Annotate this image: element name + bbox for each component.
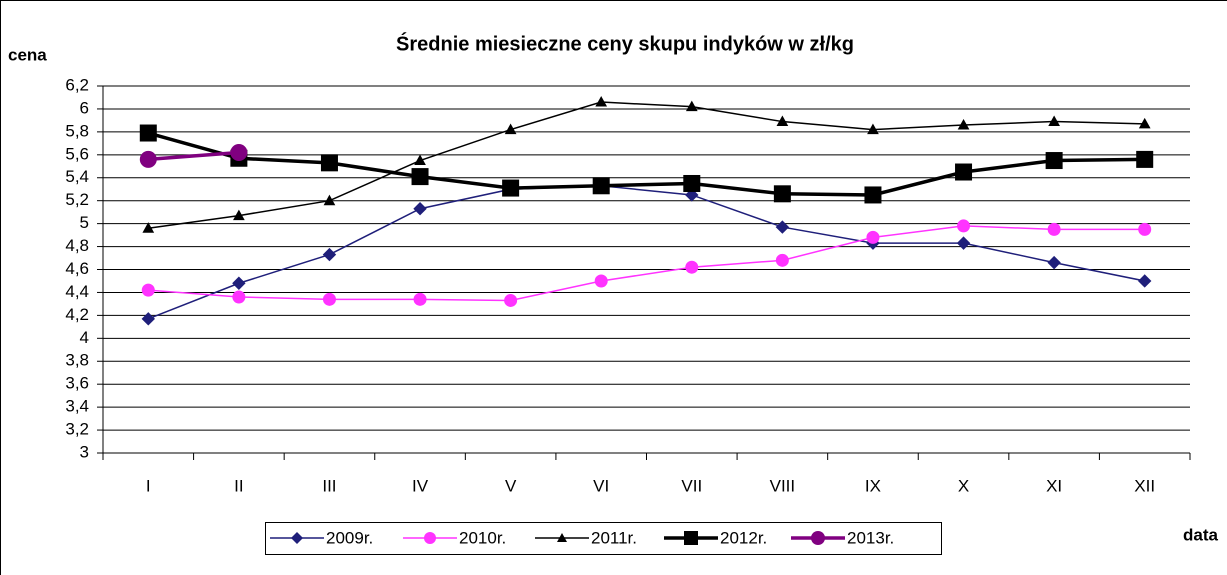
y-tick-label: 3,6 <box>65 374 89 393</box>
x-tick-label: VIII <box>770 476 796 495</box>
legend-label: 2013r. <box>847 528 894 547</box>
y-tick-label: 3 <box>80 442 89 461</box>
marker <box>685 100 698 112</box>
marker <box>142 222 155 233</box>
marker <box>413 202 427 216</box>
marker <box>1047 222 1061 236</box>
marker <box>1045 152 1063 170</box>
legend-label: 2012r. <box>720 528 767 547</box>
y-tick-label: 5 <box>80 213 89 232</box>
marker <box>592 177 610 195</box>
marker <box>956 236 971 250</box>
series-line <box>147 131 1145 197</box>
series-line <box>148 185 1145 320</box>
x-tick-label: VII <box>681 476 702 495</box>
marker <box>139 150 157 168</box>
marker <box>685 260 699 274</box>
x-tick-label: X <box>958 476 969 495</box>
marker <box>957 219 971 233</box>
marker <box>414 154 426 166</box>
marker <box>1138 274 1152 288</box>
marker <box>866 230 880 244</box>
x-tick-label: V <box>505 476 517 495</box>
y-tick-label: 3,4 <box>65 397 89 416</box>
y-tick-label: 5,2 <box>65 190 89 209</box>
marker <box>139 124 157 142</box>
marker <box>773 185 791 203</box>
marker <box>1138 117 1151 129</box>
y-tick-label: 4,2 <box>65 305 89 324</box>
marker <box>955 163 973 181</box>
marker <box>502 179 520 197</box>
y-tick-label: 4,6 <box>65 259 89 278</box>
marker <box>864 186 882 204</box>
marker <box>504 293 518 307</box>
x-tick-label: XI <box>1046 476 1062 495</box>
series-line <box>148 225 1145 302</box>
x-tick-label: IV <box>412 476 429 495</box>
y-tick-label: 3,8 <box>65 351 89 370</box>
series-line <box>148 150 240 162</box>
marker <box>232 276 246 290</box>
marker <box>413 292 427 306</box>
y-tick-label: 4,8 <box>65 236 89 255</box>
x-tick-label: II <box>234 476 243 495</box>
y-tick-label: 5,4 <box>65 167 89 186</box>
y-tick-label: 6 <box>80 98 89 117</box>
marker <box>1048 115 1060 127</box>
marker <box>957 118 970 130</box>
marker <box>233 209 245 221</box>
x-tick-label: III <box>322 476 336 495</box>
x-axis-label: data <box>1183 525 1219 544</box>
marker <box>595 96 608 107</box>
y-tick-label: 5,6 <box>65 144 89 163</box>
legend-label: 2011r. <box>591 528 637 547</box>
legend-marker <box>684 531 698 545</box>
marker <box>775 220 790 234</box>
marker <box>1047 255 1061 270</box>
legend-marker <box>557 533 567 542</box>
marker <box>775 253 789 267</box>
marker <box>867 123 879 135</box>
marker <box>141 312 155 326</box>
marker <box>776 115 789 127</box>
legend-label: 2009r. <box>326 528 373 547</box>
y-tick-label: 3,2 <box>65 420 89 439</box>
marker <box>1138 222 1152 236</box>
marker <box>323 194 336 206</box>
legend-marker <box>811 531 825 545</box>
y-axis-label: cena <box>8 45 47 64</box>
y-tick-label: 6,2 <box>65 75 89 94</box>
marker <box>411 168 429 186</box>
marker <box>594 274 608 288</box>
marker <box>322 247 337 262</box>
marker <box>322 292 336 306</box>
legend-label: 2010r. <box>459 528 506 547</box>
marker <box>1136 150 1154 168</box>
y-tick-label: 5,8 <box>65 121 89 140</box>
marker <box>232 290 246 304</box>
marker <box>504 123 517 135</box>
marker <box>141 283 155 297</box>
legend-marker <box>291 532 303 544</box>
marker <box>230 144 248 162</box>
x-tick-label: VI <box>593 476 609 495</box>
x-tick-label: XII <box>1134 476 1155 495</box>
legend-marker <box>424 532 436 544</box>
y-tick-label: 4 <box>80 328 89 347</box>
x-tick-label: I <box>146 476 151 495</box>
series-line <box>148 101 1145 229</box>
marker <box>320 154 338 172</box>
y-tick-label: 4,4 <box>65 282 89 301</box>
chart-title: Średnie miesieczne ceny skupu indyków w … <box>396 31 854 55</box>
x-tick-label: IX <box>865 476 881 495</box>
marker <box>683 174 701 192</box>
